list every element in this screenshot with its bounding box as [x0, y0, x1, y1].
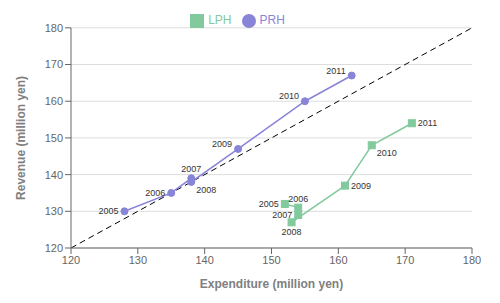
svg-text:Revenue (million yen): Revenue (million yen) [14, 76, 28, 200]
svg-text:180: 180 [45, 22, 63, 34]
svg-text:2007: 2007 [272, 210, 292, 220]
svg-text:120: 120 [45, 242, 63, 254]
svg-text:2009: 2009 [351, 181, 371, 191]
svg-text:180: 180 [463, 254, 481, 266]
svg-text:150: 150 [262, 254, 280, 266]
svg-text:2007: 2007 [181, 164, 201, 174]
svg-text:2006: 2006 [145, 188, 165, 198]
svg-text:2011: 2011 [418, 118, 437, 128]
svg-text:150: 150 [45, 132, 63, 144]
svg-text:160: 160 [45, 95, 63, 107]
svg-text:2008: 2008 [196, 185, 216, 195]
svg-text:160: 160 [329, 254, 347, 266]
svg-text:2009: 2009 [212, 139, 232, 149]
html-text:PRH: PRH [259, 13, 285, 27]
svg-text:140: 140 [45, 169, 63, 181]
svg-text:2005: 2005 [98, 206, 118, 216]
svg-text:170: 170 [45, 58, 63, 70]
svg-text:2005: 2005 [259, 199, 279, 209]
svg-text:130: 130 [129, 254, 147, 266]
svg-text:Expenditure (million yen): Expenditure (million yen) [200, 277, 343, 291]
svg-text:140: 140 [195, 254, 213, 266]
svg-text:170: 170 [396, 254, 414, 266]
svg-text:130: 130 [45, 205, 63, 217]
svg-text:120: 120 [62, 254, 80, 266]
svg-text:2010: 2010 [279, 91, 299, 101]
svg-text:2008: 2008 [282, 227, 302, 237]
svg-text:2010: 2010 [377, 148, 397, 158]
html-text:LPH: LPH [208, 13, 232, 27]
svg-text:2011: 2011 [326, 66, 345, 76]
svg-text:2006: 2006 [288, 194, 308, 204]
